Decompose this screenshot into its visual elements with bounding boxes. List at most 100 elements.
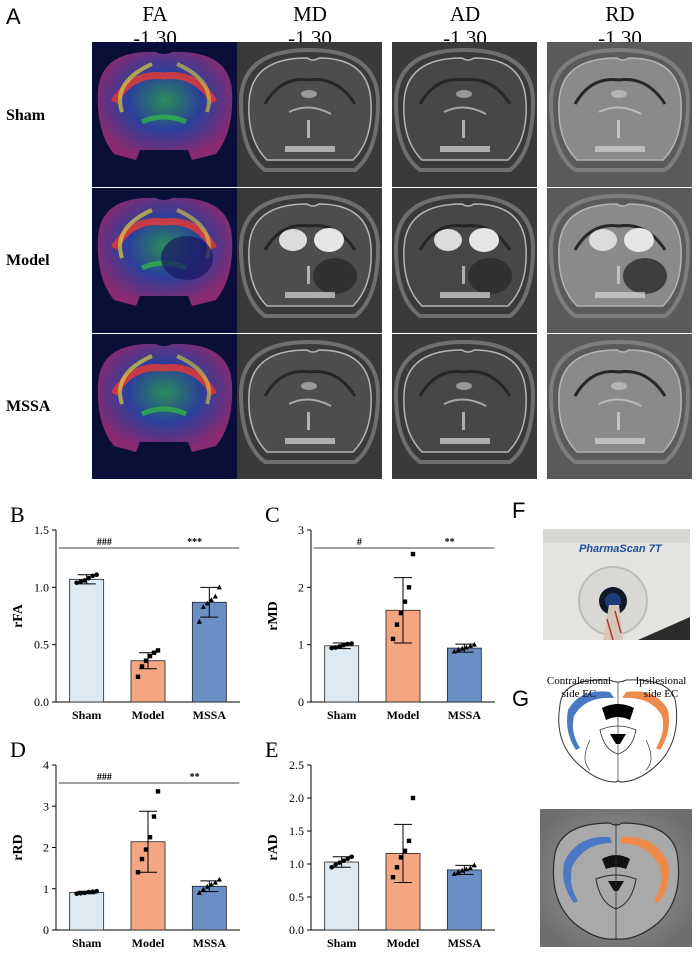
- data-point: [82, 890, 87, 896]
- mri-ad-model: [392, 188, 537, 333]
- data-point: [86, 889, 91, 895]
- panel-f-label: F: [512, 498, 526, 523]
- category-label: Model: [387, 708, 420, 722]
- y-axis-label: rRD: [11, 834, 26, 860]
- data-point: [216, 584, 222, 590]
- data-point: [471, 641, 477, 647]
- data-point: [204, 883, 210, 889]
- data-point: [155, 648, 161, 653]
- chart-rad: E 0.0 0.5 1.0 1.5 2.0 2.5 rAD Sham Model MSSA: [265, 737, 495, 950]
- panel-c-label: C: [265, 502, 280, 527]
- data-point: [200, 604, 206, 609]
- significance-label: #: [357, 537, 362, 548]
- data-point: [337, 860, 342, 865]
- scanner-brand-text: PharmaScan 7T: [579, 543, 662, 555]
- y-tick-label: 1.0: [34, 580, 49, 594]
- y-tick-label: 3: [298, 523, 304, 537]
- category-label: MSSA: [193, 936, 227, 950]
- bar-mssa: [446, 869, 482, 931]
- data-point: [333, 862, 338, 867]
- y-tick-label: 0: [43, 923, 49, 937]
- data-point: [208, 881, 214, 887]
- data-point: [390, 636, 396, 642]
- category-label: Sham: [327, 708, 356, 722]
- data-point: [139, 856, 145, 862]
- y-tick-label: 0.5: [289, 890, 304, 904]
- data-point: [74, 580, 79, 586]
- data-point: [333, 645, 338, 650]
- data-point: [394, 865, 400, 870]
- data-point: [341, 642, 346, 648]
- data-point: [90, 573, 95, 579]
- data-point: [143, 847, 149, 852]
- significance-label: ###: [97, 772, 112, 783]
- data-point: [467, 865, 473, 870]
- significance-label: **: [190, 772, 200, 783]
- mri-md-mssa: [237, 334, 382, 479]
- data-point: [139, 664, 145, 669]
- mri-md-model: [237, 188, 382, 333]
- bar-sham: [69, 892, 105, 931]
- data-point: [398, 610, 404, 616]
- data-point: [337, 644, 342, 649]
- y-tick-label: 4: [43, 758, 49, 772]
- y-tick-label: 2: [298, 580, 304, 594]
- data-point: [406, 838, 412, 844]
- category-label: Sham: [327, 936, 356, 950]
- data-point: [196, 618, 202, 624]
- data-point: [394, 622, 400, 627]
- ipsilesional-label: Ipsilesional side EC: [635, 675, 687, 700]
- row-label-mssa: MSSA: [6, 398, 51, 415]
- data-point: [216, 876, 222, 882]
- data-point: [349, 641, 354, 646]
- data-point: [90, 889, 95, 894]
- data-point: [406, 585, 412, 590]
- data-point: [398, 855, 404, 860]
- data-point: [402, 848, 408, 853]
- y-tick-label: 1.5: [289, 824, 304, 838]
- data-point: [212, 879, 218, 885]
- mri-rd-mssa: [547, 334, 692, 479]
- data-point: [78, 890, 83, 896]
- data-point: [147, 653, 153, 659]
- y-tick-label: 1.5: [34, 523, 49, 537]
- data-point: [208, 597, 214, 602]
- data-point: [341, 858, 346, 863]
- significance-label: **: [445, 537, 455, 548]
- data-point: [402, 599, 408, 604]
- category-label: Sham: [72, 708, 101, 722]
- row-label-model: Model: [6, 252, 50, 269]
- col-header-ad: AD -1.30: [443, 2, 487, 50]
- data-point: [451, 648, 457, 654]
- data-point: [94, 888, 99, 894]
- data-point: [459, 867, 465, 873]
- y-tick-label: 3: [43, 799, 49, 813]
- data-point: [329, 865, 334, 870]
- data-point: [463, 644, 469, 650]
- data-point: [200, 886, 206, 892]
- y-tick-label: 2.0: [289, 791, 304, 805]
- mri-md-sham: [237, 42, 382, 187]
- data-point: [329, 645, 334, 651]
- data-point: [147, 834, 153, 840]
- y-tick-label: 0.5: [34, 638, 49, 652]
- y-tick-label: 0.0: [289, 923, 304, 937]
- data-point: [471, 862, 477, 868]
- data-point: [455, 647, 461, 652]
- category-label: Sham: [72, 936, 101, 950]
- y-tick-label: 2: [43, 841, 49, 855]
- data-point: [196, 890, 202, 895]
- y-tick-label: 0.0: [34, 695, 49, 709]
- category-label: MSSA: [448, 708, 482, 722]
- data-point: [78, 579, 83, 584]
- chart-rfa: B 0.0 0.5 1.0 1.5 rFA Sham Model MSSA ### ***: [10, 502, 240, 722]
- significance-label: ***: [187, 537, 202, 548]
- category-label: Model: [387, 936, 420, 950]
- data-point: [86, 575, 91, 581]
- data-point: [143, 658, 149, 663]
- contralesional-label: Contralesional side EC: [546, 675, 612, 700]
- y-tick-label: 1.0: [289, 857, 304, 871]
- panel-b-label: B: [10, 502, 25, 527]
- scanner-photo: PharmaScan 7T: [543, 529, 690, 640]
- data-point: [349, 854, 354, 860]
